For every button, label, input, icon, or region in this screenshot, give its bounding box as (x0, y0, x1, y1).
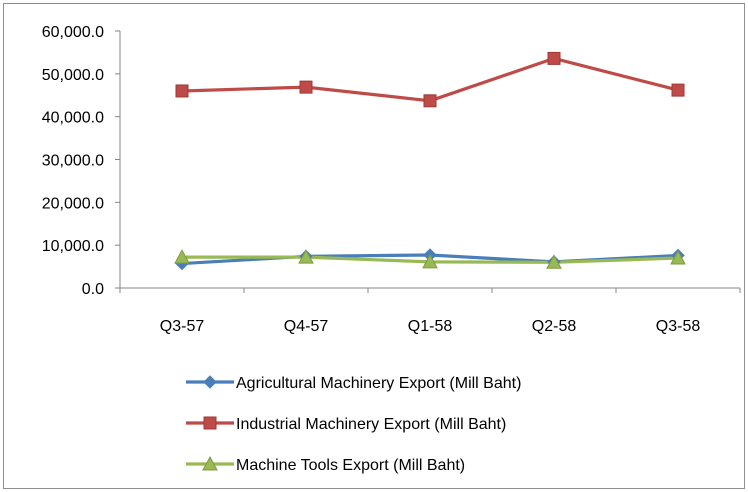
machine-tools-export-point (670, 249, 686, 265)
series-lines-group (181, 56, 679, 266)
industrial-machinery-export-point (299, 80, 313, 94)
y-tick-label: 10,000.0 (42, 238, 104, 255)
machine-tools-export-point (298, 249, 314, 264)
legend-item-agricultural-machinery-export: Agricultural Machinery Export (Mill Baht… (186, 375, 521, 392)
industrial-machinery-export-point (423, 94, 437, 108)
machine-tools-export-point (174, 249, 190, 264)
x-tick-label: Q3-58 (656, 318, 701, 335)
industrial-machinery-export-point (175, 84, 189, 98)
industrial-machinery-export-point (547, 51, 561, 65)
legend-label: Agricultural Machinery Export (Mill Baht… (236, 375, 521, 392)
machine-tools-export-point (422, 253, 438, 269)
y-tick-label: 0.0 (82, 281, 104, 298)
legend-label: Machine Tools Export (Mill Baht) (236, 457, 465, 474)
y-tick-label: 20,000.0 (42, 195, 104, 212)
series-markers-group (174, 51, 686, 271)
axes-group: 0.0 10,000.0 20,000.0 30,000.0 40,000.0 50,00… (42, 24, 741, 335)
legend-item-machine-tools-export: Machine Tools Export (Mill Baht) (186, 455, 465, 474)
chart-frame (3, 3, 745, 489)
legend-swatch-marker (203, 375, 217, 389)
machine-tools-export-point (546, 254, 562, 269)
legend-swatch-marker (202, 455, 218, 471)
x-tick-label: Q1-58 (408, 318, 453, 335)
legend-item-industrial-machinery-export: Industrial Machinery Export (Mill Baht) (186, 416, 506, 433)
legend: Agricultural Machinery Export (Mill Baht… (186, 375, 521, 474)
y-tick-label: 30,000.0 (42, 153, 104, 170)
legend-label: Industrial Machinery Export (Mill Baht) (236, 416, 506, 433)
y-tick-label: 50,000.0 (42, 67, 104, 84)
industrial-machinery-export-point (671, 83, 685, 97)
legend-swatch-marker (203, 416, 217, 430)
x-tick-label: Q2-58 (532, 318, 577, 335)
x-tick-label: Q3-57 (160, 318, 205, 335)
y-tick-label: 60,000.0 (42, 24, 104, 41)
y-tick-label: 40,000.0 (42, 110, 104, 127)
x-tick-label: Q4-57 (284, 318, 329, 335)
